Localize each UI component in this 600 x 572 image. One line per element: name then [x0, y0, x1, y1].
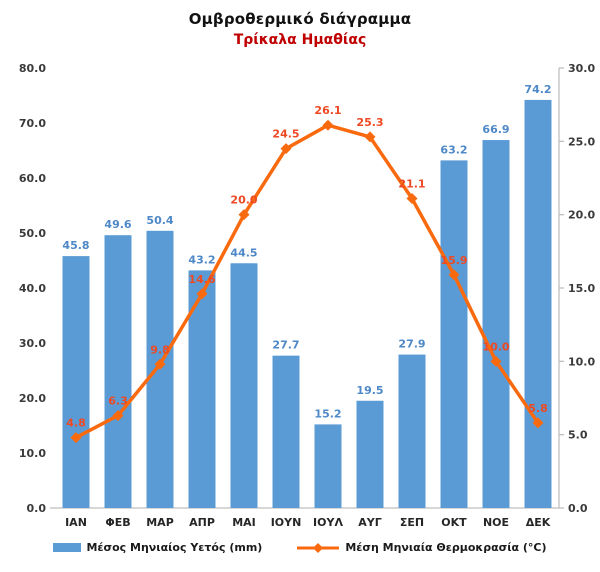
precipitation-bar — [524, 99, 552, 509]
temperature-marker — [112, 410, 124, 422]
precipitation-value-label: 50.4 — [146, 214, 173, 227]
temperature-marker — [154, 358, 166, 370]
temperature-marker — [448, 269, 460, 281]
left-axis-tick-label: 50.0 — [19, 227, 46, 240]
temperature-value-label: 9.8 — [150, 343, 170, 356]
right-axis-tick-label: 15.0 — [568, 282, 595, 295]
temperature-marker — [70, 432, 82, 444]
month-label: ΙΟΥΝ — [271, 516, 302, 529]
month-label: ΝΟΕ — [483, 516, 509, 529]
plot-area: 0.0 10.0 20.0 30.0 40.0 50.0 60.0 70.0 80.0 0.0 5.… — [19, 62, 596, 529]
right-axis-tick-label: 0.0 — [568, 502, 588, 515]
legend-label-precipitation: Μέσος Μηνιαίος Υετός (mm) — [86, 541, 263, 554]
precipitation-value-label: 66.9 — [482, 123, 509, 136]
temperature-value-label: 26.1 — [314, 104, 341, 117]
month-label: ΔΕΚ — [526, 516, 551, 529]
legend-item-temperature: Μέση Μηνιαία Θερμοκρασία (°C) — [296, 541, 547, 554]
precipitation-value-label: 74.2 — [524, 83, 551, 96]
temperature-marker — [490, 355, 502, 367]
left-axis-tick-label: 80.0 — [19, 62, 46, 75]
precipitation-swatch — [53, 543, 82, 552]
chart-subtitle: Τρίκαλα Ημαθίας — [233, 32, 367, 48]
legend-label-temperature: Μέση Μηνιαία Θερμοκρασία (°C) — [345, 541, 547, 554]
precipitation-bar — [482, 140, 510, 509]
right-axis-tick-label: 10.0 — [568, 355, 595, 368]
temperature-marker — [322, 119, 334, 131]
right-axis-tick-label: 20.0 — [568, 209, 595, 222]
precipitation-value-label: 45.8 — [62, 239, 89, 252]
precipitation-bar — [230, 263, 258, 508]
precipitation-value-label: 19.5 — [356, 384, 383, 397]
chart-title: Ομβροθερμικό διάγραμμα — [188, 10, 412, 28]
left-axis-tick-label: 60.0 — [19, 172, 46, 185]
precipitation-bar — [314, 424, 342, 508]
month-label: ΜΑΙ — [232, 516, 256, 529]
legend-item-precipitation: Μέσος Μηνιαίος Υετός (mm) — [53, 541, 262, 554]
right-axis-tick-label: 5.0 — [568, 429, 588, 442]
precipitation-bar — [62, 256, 90, 508]
temperature-marker — [532, 417, 544, 429]
month-label: ΙΑΝ — [65, 516, 87, 529]
temperature-marker — [196, 288, 208, 300]
temperature-value-label: 25.3 — [356, 116, 383, 129]
month-label: ΙΟΥΛ — [313, 516, 343, 529]
month-label: ΦΕΒ — [105, 516, 130, 529]
month-label: ΑΥΓ — [358, 516, 382, 529]
temperature-line — [74, 123, 540, 440]
precipitation-value-label: 49.6 — [104, 218, 131, 231]
precipitation-value-label: 43.2 — [188, 253, 215, 266]
left-axis-tick-label: 40.0 — [19, 282, 46, 295]
temperature-swatch — [297, 542, 340, 553]
left-axis-tick-label: 20.0 — [19, 392, 46, 405]
precipitation-value-label: 63.2 — [440, 143, 467, 156]
temperature-value-label: 5.8 — [528, 402, 548, 415]
temperature-value-label: 21.1 — [398, 178, 425, 191]
temperature-value-label: 4.8 — [66, 417, 86, 430]
temperature-value-label: 15.9 — [440, 254, 467, 267]
precipitation-value-label: 15.2 — [314, 407, 341, 420]
precipitation-value-label: 27.7 — [272, 339, 299, 352]
precipitation-bar — [356, 400, 384, 508]
temperature-value-label: 20.0 — [230, 194, 257, 207]
precipitation-bar — [440, 160, 468, 508]
right-axis-tick-label: 30.0 — [568, 62, 595, 75]
month-label: ΣΕΠ — [400, 516, 424, 529]
temperature-marker — [280, 143, 292, 155]
temperature-value-label: 24.5 — [272, 128, 299, 141]
month-label: ΟΚΤ — [441, 516, 467, 529]
left-axis-tick-label: 70.0 — [19, 117, 46, 130]
precipitation-value-label: 27.9 — [398, 338, 425, 351]
temperature-marker — [406, 193, 418, 205]
precipitation-bar — [104, 235, 132, 508]
temperature-value-label: 6.3 — [108, 395, 128, 408]
left-axis-tick-label: 10.0 — [19, 447, 46, 460]
legend: Μέσος Μηνιαίος Υετός (mm) Μέση Μηνιαία Θ… — [0, 541, 600, 554]
month-label: ΑΠΡ — [189, 516, 215, 529]
temperature-value-label: 10.0 — [482, 340, 509, 353]
temperature-marker — [238, 209, 250, 221]
right-axis-tick-label: 25.0 — [568, 135, 595, 148]
precipitation-bar — [188, 270, 216, 508]
left-axis-tick-label: 0.0 — [27, 502, 47, 515]
precipitation-bar — [398, 354, 426, 508]
month-label: ΜΑΡ — [146, 516, 174, 529]
precipitation-bar — [272, 355, 300, 508]
temperature-value-label: 14.6 — [188, 273, 215, 286]
left-axis-tick-label: 30.0 — [19, 337, 46, 350]
precipitation-value-label: 44.5 — [230, 246, 257, 259]
temperature-marker — [364, 131, 376, 143]
